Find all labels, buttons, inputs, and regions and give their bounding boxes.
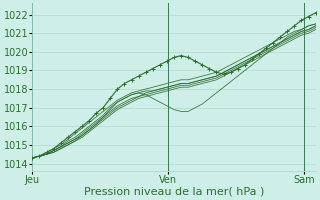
X-axis label: Pression niveau de la mer( hPa ): Pression niveau de la mer( hPa ) xyxy=(84,187,264,197)
